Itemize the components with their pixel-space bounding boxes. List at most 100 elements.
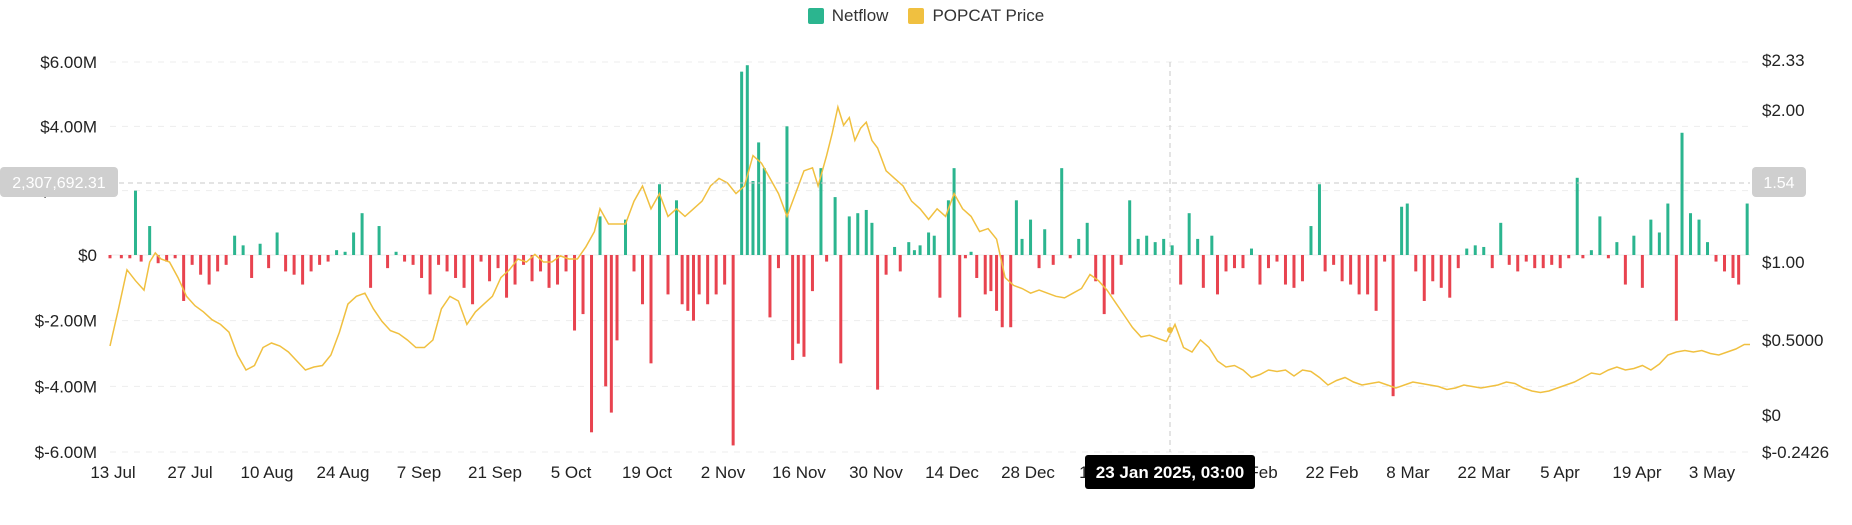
netflow-bar xyxy=(1615,242,1619,255)
netflow-bar xyxy=(1680,132,1684,255)
netflow-bar xyxy=(856,213,860,255)
netflow-bar xyxy=(1349,255,1353,285)
netflow-bar xyxy=(1657,232,1661,255)
netflow-bar xyxy=(1187,213,1191,255)
netflow-bar xyxy=(1623,255,1627,285)
legend-item-price[interactable]: POPCAT Price xyxy=(908,6,1044,26)
netflow-bar xyxy=(1000,255,1004,328)
netflow-bar xyxy=(1224,255,1228,272)
netflow-bar xyxy=(216,255,220,272)
netflow-bar xyxy=(479,255,483,262)
netflow-bar xyxy=(1507,255,1511,265)
x-tick-label: 16 Nov xyxy=(772,463,826,482)
netflow-bar xyxy=(1332,255,1336,265)
x-tick-label: 10 Aug xyxy=(241,463,294,482)
netflow-bar xyxy=(394,251,398,255)
netflow-bar xyxy=(609,255,613,413)
netflow-bar xyxy=(377,226,381,255)
netflow-bar xyxy=(386,255,390,269)
crosshair-left-badge xyxy=(0,167,118,197)
netflow-bar xyxy=(1689,213,1693,255)
x-tick-label: 24 Aug xyxy=(317,463,370,482)
netflow-bar xyxy=(946,200,950,255)
netflow-bar xyxy=(1357,255,1361,295)
netflow-bar xyxy=(539,255,543,272)
x-tick-label: 2 Nov xyxy=(701,463,746,482)
netflow-bar xyxy=(697,255,701,295)
netflow-bar xyxy=(1589,250,1593,255)
x-tick-label: 13 Jul xyxy=(90,463,135,482)
left-tick-label: $-6.00M xyxy=(35,443,97,462)
netflow-bar xyxy=(1102,255,1106,315)
netflow-bar xyxy=(1745,203,1749,255)
x-tick-label: 22 Feb xyxy=(1306,463,1359,482)
netflow-bar xyxy=(686,255,690,311)
netflow-bar xyxy=(674,200,678,255)
netflow-bar xyxy=(352,232,356,255)
legend-item-netflow[interactable]: Netflow xyxy=(807,6,888,26)
netflow-bar xyxy=(1037,255,1041,269)
x-tick-label: 28 Dec xyxy=(1001,463,1055,482)
x-tick-label: 14 Dec xyxy=(925,463,979,482)
netflow-bar xyxy=(952,168,956,255)
netflow-bar xyxy=(975,255,979,278)
netflow-bar xyxy=(876,255,880,390)
netflow-bar xyxy=(1723,255,1727,272)
netflow-bar xyxy=(547,255,551,288)
netflow-bar xyxy=(1674,255,1678,321)
netflow-bar xyxy=(989,255,993,292)
netflow-bar xyxy=(369,255,373,288)
netflow-bar xyxy=(581,255,585,315)
netflow-bar xyxy=(745,65,749,255)
netflow-bar xyxy=(958,255,962,318)
netflow-bar xyxy=(1714,255,1718,262)
x-tick-label: 19 Oct xyxy=(622,463,672,482)
crosshair-date-badge xyxy=(1085,455,1255,489)
netflow-bar xyxy=(884,255,888,275)
netflow-bar xyxy=(1422,255,1426,301)
netflow-bar xyxy=(309,255,313,272)
netflow-bar xyxy=(1275,255,1279,262)
netflow-bar xyxy=(825,255,829,262)
netflow-bar xyxy=(870,222,874,255)
netflow-bar xyxy=(757,142,761,255)
netflow-bar xyxy=(1043,229,1047,255)
netflow-bar xyxy=(893,246,897,255)
netflow-bar xyxy=(190,255,194,265)
netflow-bar xyxy=(918,245,922,255)
netflow-bar xyxy=(1020,238,1024,255)
x-tick-label: 30 Nov xyxy=(849,463,903,482)
netflow-bar xyxy=(706,255,710,305)
netflow-bar xyxy=(1666,203,1670,255)
netflow-bar xyxy=(462,255,466,288)
netflow-bar xyxy=(657,184,661,255)
legend-label-price: POPCAT Price xyxy=(932,6,1045,25)
netflow-bar xyxy=(1374,255,1378,311)
netflow-bar xyxy=(1309,226,1313,255)
netflow-bar xyxy=(267,255,271,269)
netflow-bar xyxy=(1179,255,1183,285)
netflow-bar xyxy=(1400,206,1404,255)
crosshair-right-badge xyxy=(1752,167,1806,197)
netflow-bar xyxy=(139,255,143,262)
netflow-bar xyxy=(833,197,837,255)
netflow-bar xyxy=(802,255,806,357)
netflow-bar xyxy=(796,255,800,344)
netflow-bar xyxy=(1201,255,1205,288)
netflow-bar xyxy=(1029,219,1033,255)
netflow-bar xyxy=(1249,248,1253,255)
netflow-bar xyxy=(615,255,619,341)
netflow-bar xyxy=(1077,238,1081,255)
x-tick-label: 19 Apr xyxy=(1612,463,1661,482)
netflow-bar xyxy=(1323,255,1327,272)
left-tick-label: $6.00M xyxy=(40,53,97,72)
netflow-bar xyxy=(564,255,568,272)
netflow-bar xyxy=(1085,222,1089,255)
left-tick-label: $-2.00M xyxy=(35,312,97,331)
netflow-bar xyxy=(1283,255,1287,285)
netflow-bar xyxy=(691,255,695,321)
netflow-bar xyxy=(207,255,211,285)
netflow-bar xyxy=(912,250,916,255)
